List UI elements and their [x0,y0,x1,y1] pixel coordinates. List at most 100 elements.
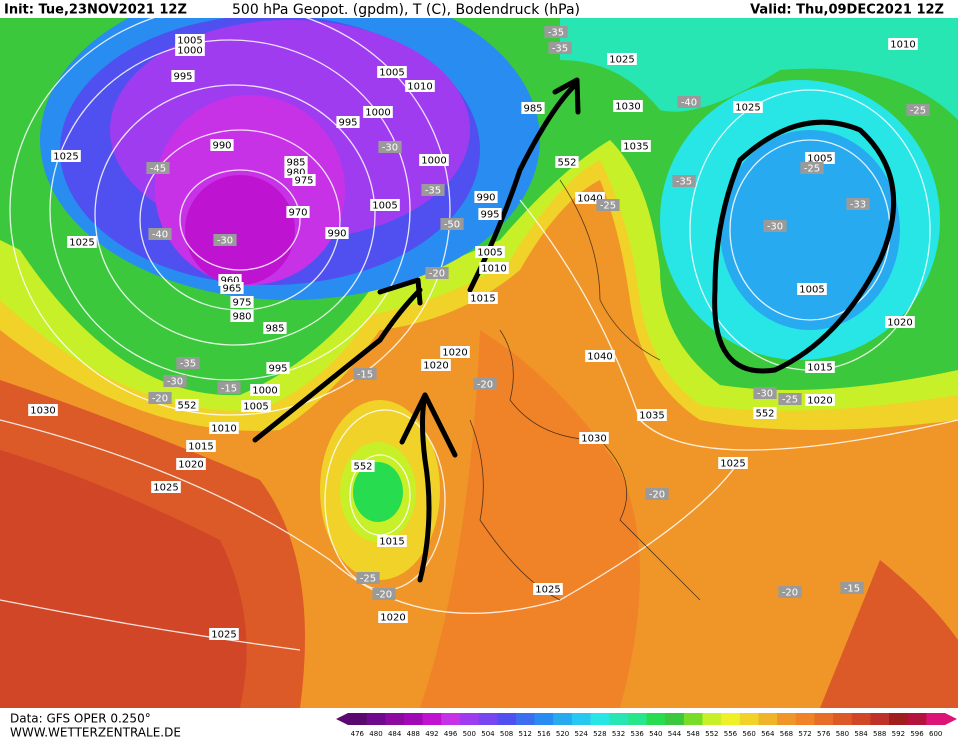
init-time: Init: Tue,23NOV2021 12Z [4,3,187,18]
pressure-label-box [292,174,316,186]
pressure-label-box [241,400,271,412]
field-band [560,18,958,120]
temperature-label-box [846,198,870,210]
pressure-label: 1015 [188,442,213,453]
colorbar-label: 536 [630,730,644,738]
temperature-label: -20 [152,394,168,405]
pressure-label-box [805,152,835,164]
valid-time: Valid: Thu,09DEC2021 12Z [750,3,944,18]
pressure-label: 990 [327,229,346,240]
pressure-label: 1005 [799,285,824,296]
colorbar-label: 592 [892,730,905,738]
temperature-label-box [148,228,172,240]
pressure-label-box [718,457,748,469]
colorbar-swatch [739,713,759,725]
temperature-label-box [353,368,377,380]
colorbar-label: 492 [425,730,438,738]
pressure-label-box [28,404,58,416]
pressure-label: 1010 [481,264,506,275]
colorbar-label: 488 [407,730,420,738]
pressure-label-box [230,296,254,308]
pressure-label: 995 [173,72,192,83]
colorbar-label: 524 [575,730,589,738]
pressure-label-box [363,106,393,118]
pressure-label-box [209,422,239,434]
pressure-label-box [475,246,505,258]
colorbar-swatch [627,713,647,725]
colorbar-swatch [795,713,815,725]
temperature-label-box [146,162,170,174]
website: WWW.WETTERZENTRALE.DE [10,726,181,740]
pressure-label-box [478,208,502,220]
colorbar-arrow-left [336,713,348,725]
temperature-label-box [372,588,396,600]
temperature-label-box [378,141,402,153]
pressure-label-box [419,154,449,166]
colorbar-label: 580 [836,730,849,738]
map-labels: 1005100099599098598097597096096597598098… [28,26,930,641]
colorbar-swatch [366,713,386,725]
colorbar-label: 544 [668,730,682,738]
pressure-label-box [175,44,205,56]
pressure-label-box [210,139,234,151]
colorbar-label: 588 [873,730,886,738]
colorbar-label: 516 [537,730,551,738]
pressure-label-box [325,227,349,239]
pressure-label: 1035 [639,411,664,422]
pressure-label-box [621,140,651,152]
temperature-label: -30 [217,236,233,247]
pressure-label-box [805,394,835,406]
field-band [353,462,403,522]
colorbar-swatch [553,713,573,725]
pressure-label-box [176,458,206,470]
pressure-label: 1005 [372,201,397,212]
colorbar-swatch [702,713,722,725]
colorbar-label: 552 [705,730,718,738]
pressure-label-box [377,535,407,547]
temperature-label: -15 [357,370,373,381]
colorbar-label: 496 [444,730,458,738]
pressure-label-box [733,101,763,113]
colorbar-label: 500 [463,730,476,738]
temperature-label-box [800,162,824,174]
pressure-label: 1005 [243,402,268,413]
field-band [820,560,958,708]
colorbar-label: 512 [519,730,532,738]
pressure-label: 1025 [535,585,560,596]
temperature-label: -20 [376,590,392,601]
pressure-label-box [250,384,280,396]
data-source: Data: GFS OPER 0.250° [10,712,151,726]
pressure-label: 1015 [807,363,832,374]
geopotential-label-box [175,399,199,411]
temperature-label-box [906,104,930,116]
pressure-label-box [378,611,408,623]
map-title: 500 hPa Geopot. (gpdm), T (C), Bodendruc… [232,2,580,18]
pressure-label: 1020 [887,318,912,329]
geopotential-label: 552 [353,462,372,473]
field-band [185,175,295,285]
geopotential-label: 552 [177,401,196,412]
temperature-label-box [753,387,777,399]
pressure-label-box [266,362,290,374]
temperature-label: -35 [676,177,692,188]
pressure-label: 1025 [53,152,78,163]
colorbar-label: 520 [556,730,569,738]
pressure-label: 965 [222,284,241,295]
pressure-label: 990 [476,193,495,204]
pressure-label-box [151,481,181,493]
pressure-label: 1010 [407,82,432,93]
pressure-label: 1040 [587,352,612,363]
pressure-label: 990 [212,141,231,152]
pressure-label: 1020 [178,460,203,471]
field-band [720,130,900,330]
colorbar-label: 568 [780,730,793,738]
colorbar-swatch [590,713,610,725]
colorbar-swatch [403,713,424,725]
colorbar-label: 484 [388,730,402,738]
temperature-label-box [778,586,802,598]
pressure-label-box [637,409,667,421]
temperature-label: -20 [782,588,798,599]
temperature-label: -50 [444,220,460,231]
colorbar-swatch [609,713,629,725]
